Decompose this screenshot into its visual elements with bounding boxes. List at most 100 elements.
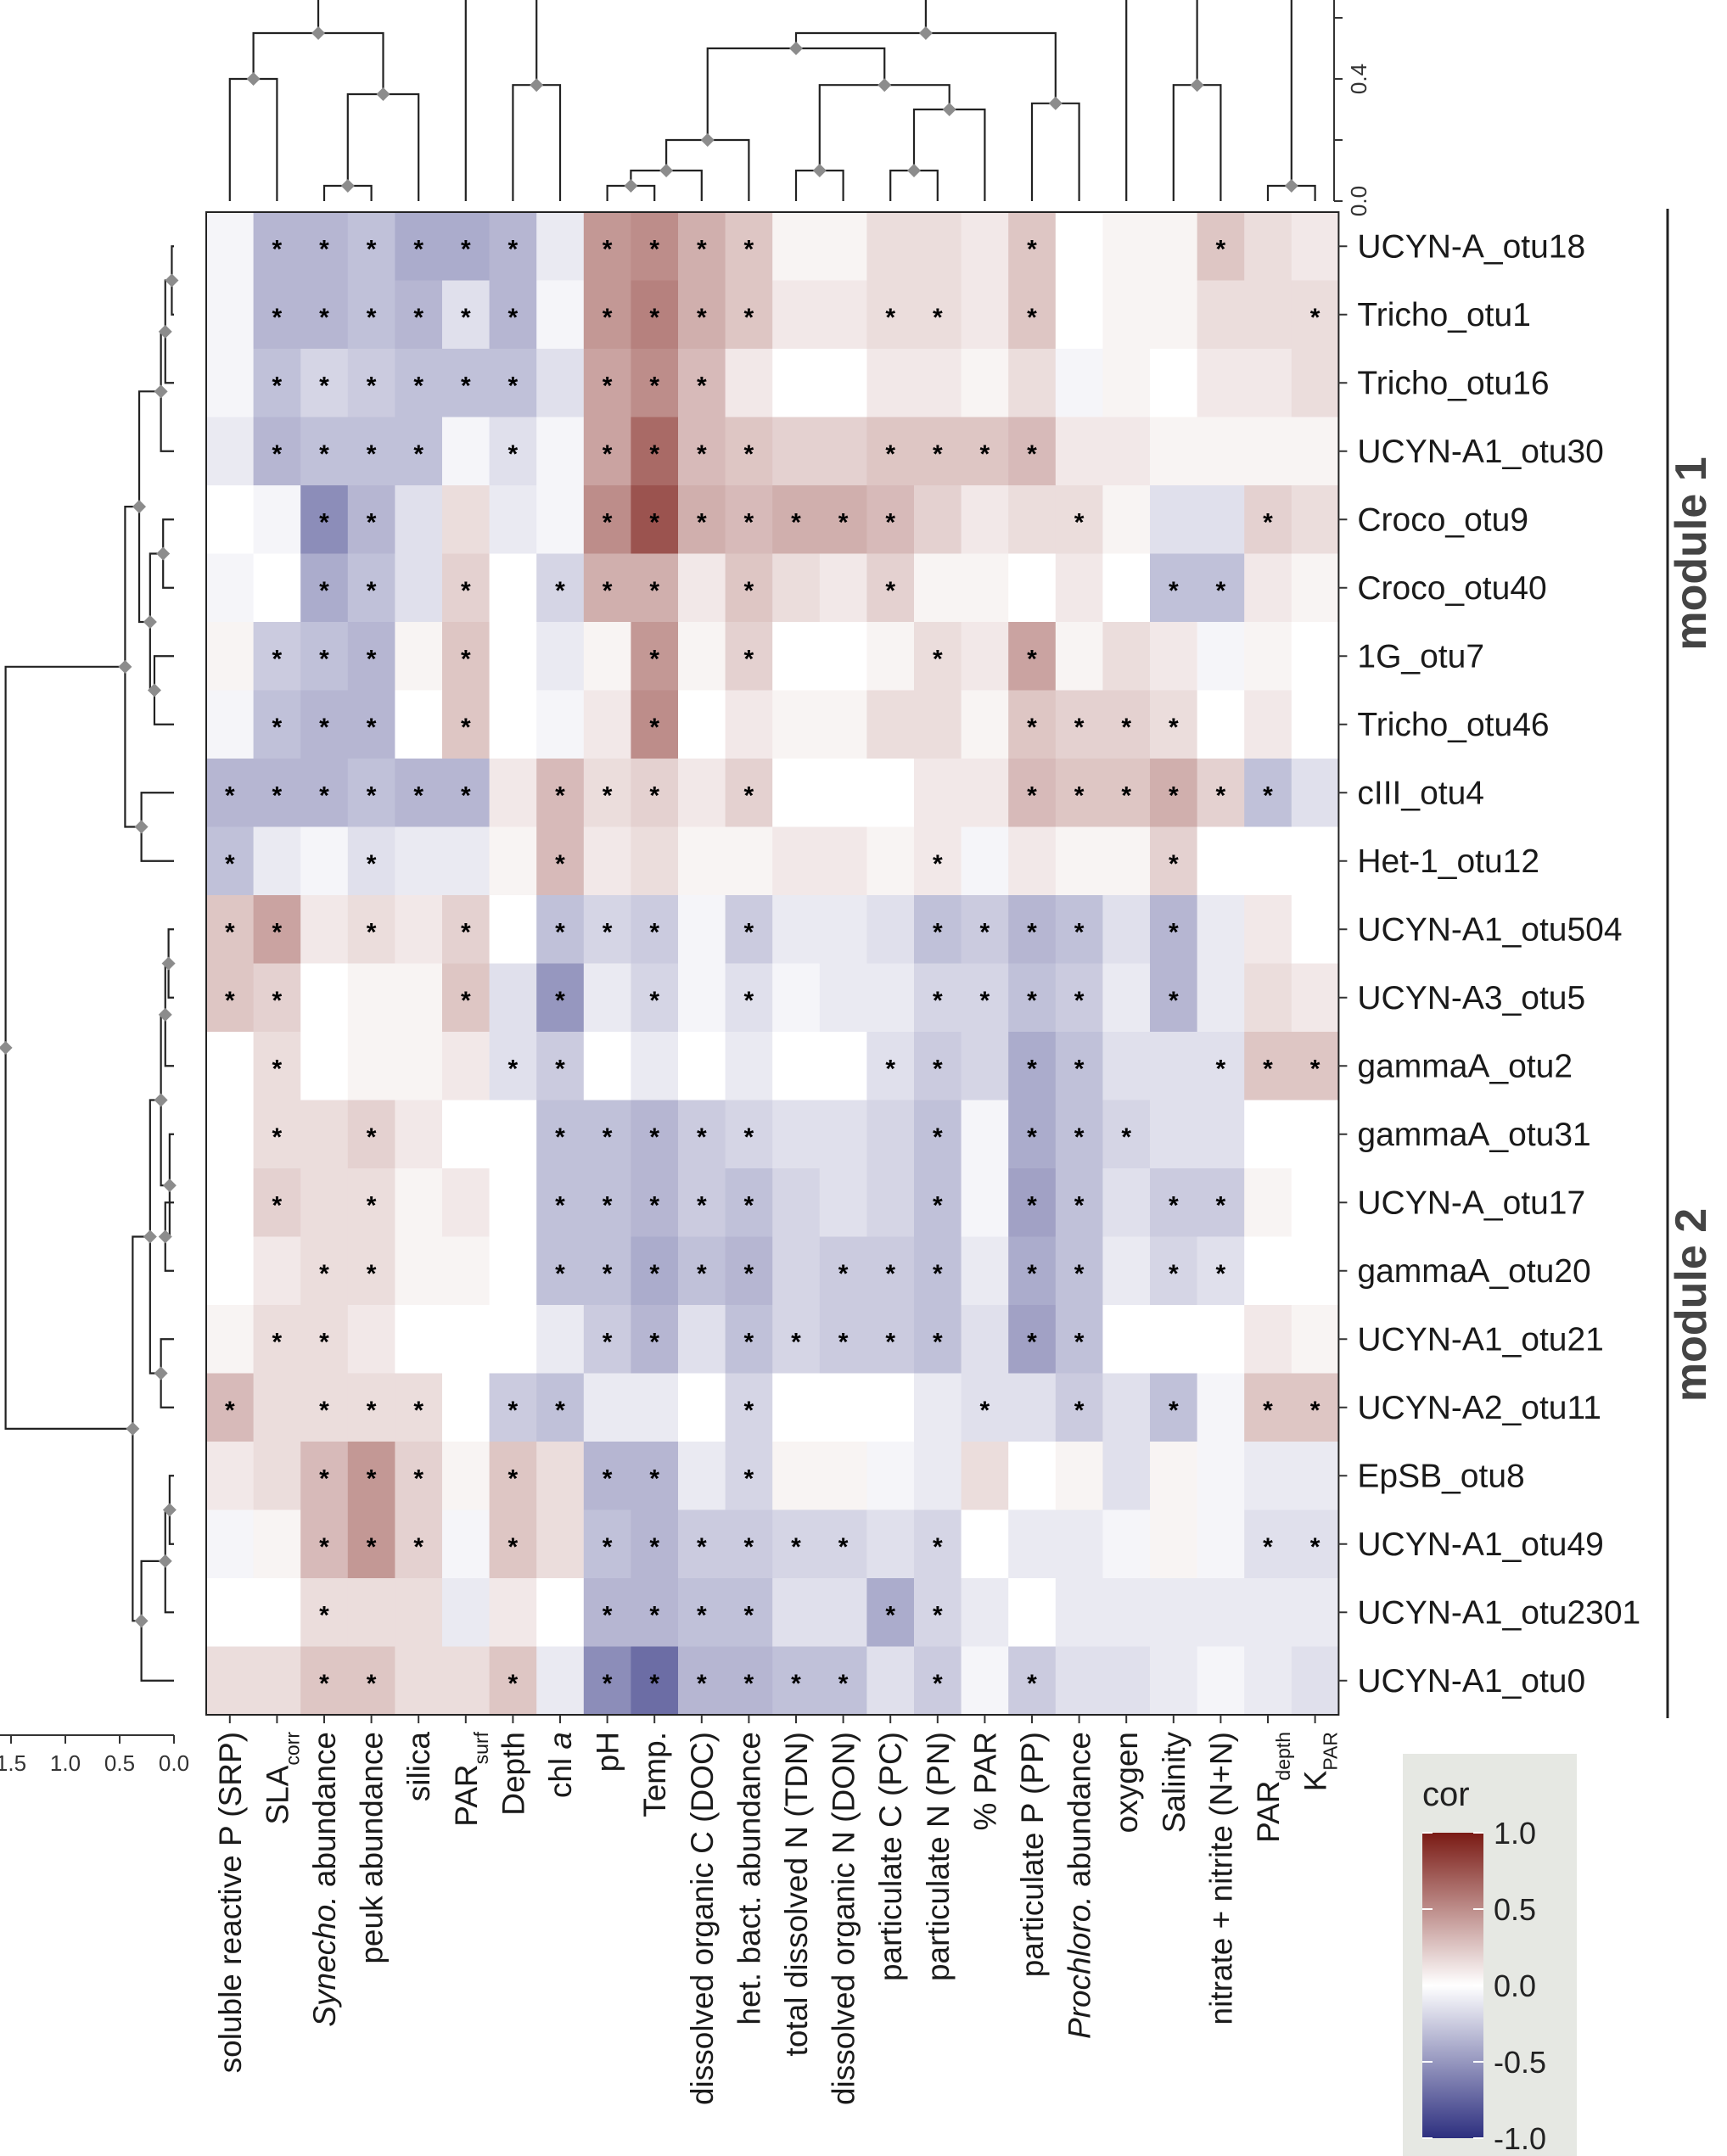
heatmap-cell	[347, 1032, 395, 1101]
significance-marker: *	[461, 781, 471, 809]
heatmap-cell	[961, 1305, 1009, 1375]
heatmap-frame	[205, 211, 1340, 1716]
significance-marker: *	[649, 1123, 659, 1151]
significance-marker: *	[744, 577, 754, 605]
significance-marker: *	[744, 1533, 754, 1561]
heatmap-cell	[961, 1646, 1009, 1716]
significance-marker: *	[367, 781, 377, 809]
heatmap-cell	[819, 1442, 867, 1511]
heatmap-cell	[1291, 1100, 1339, 1169]
significance-marker: *	[697, 1123, 707, 1151]
heatmap-cell	[1102, 1442, 1151, 1511]
heatmap-cell	[819, 212, 867, 282]
significance-marker: *	[367, 1464, 377, 1492]
heatmap-cell	[678, 485, 726, 555]
heatmap-cell	[772, 963, 821, 1033]
row-label: UCYN-A1_otu0	[1357, 1663, 1585, 1700]
heatmap-cell	[1197, 690, 1245, 759]
heatmap-cell	[819, 1032, 867, 1101]
legend-tick-label: -0.5	[1494, 2045, 1546, 2080]
significance-marker: *	[367, 235, 377, 263]
heatmap-cell	[819, 485, 867, 555]
significance-marker: *	[649, 440, 659, 468]
heatmap-cell	[914, 1578, 962, 1648]
column-node-marker	[1190, 78, 1204, 92]
heatmap-cell	[914, 1646, 962, 1716]
heatmap-cell	[347, 622, 395, 692]
heatmap-cell	[1102, 759, 1151, 828]
heatmap-cell	[1102, 1646, 1151, 1716]
heatmap-cell	[395, 759, 443, 828]
row-node-marker	[162, 1179, 177, 1193]
heatmap-cell	[1055, 485, 1103, 555]
heatmap-cell	[583, 1578, 631, 1648]
legend-tick-label: 0.0	[1494, 1968, 1536, 2003]
heatmap-cells	[206, 212, 1339, 1716]
heatmap-cell	[489, 1578, 537, 1648]
row-dendrogram	[0, 245, 179, 1682]
significance-marker: *	[649, 1533, 659, 1561]
significance-marker: *	[1027, 1191, 1037, 1219]
heatmap-cell	[583, 1168, 631, 1238]
significance-marker: *	[649, 577, 659, 605]
column-node-marker	[918, 26, 933, 40]
significance-marker: *	[933, 1601, 943, 1629]
heatmap-cell	[300, 759, 349, 828]
row-label: EpSB_otu8	[1357, 1458, 1524, 1494]
row-label: UCYN-A_otu18	[1357, 228, 1585, 265]
significance-marker: *	[744, 645, 754, 673]
heatmap-cell	[819, 622, 867, 692]
heatmap-cell	[1055, 963, 1103, 1033]
heatmap-cell	[1055, 690, 1103, 759]
row-node-marker	[154, 1366, 168, 1380]
significance-marker: *	[319, 1533, 329, 1561]
heatmap-cell	[489, 1646, 537, 1716]
heatmap-cell	[866, 1373, 915, 1442]
heatmap-cell	[631, 1578, 679, 1648]
heatmap-cell	[1055, 1100, 1103, 1169]
heatmap-cell	[300, 1442, 349, 1511]
heatmap-cell	[1291, 1236, 1339, 1306]
significance-marker: *	[885, 1328, 895, 1356]
heatmap-cell	[442, 417, 491, 486]
legend-ticks: 1.0 0.5 0.0 -0.5 -1.0	[1422, 1816, 1546, 2156]
heatmap-cell	[866, 1578, 915, 1648]
heatmap-cell	[1008, 485, 1057, 555]
heatmap-cell	[631, 1100, 679, 1169]
significance-marker: *	[885, 1055, 895, 1083]
heatmap-cell	[300, 1646, 349, 1716]
heatmap-cell	[1008, 553, 1057, 623]
significance-marker: *	[367, 714, 377, 742]
significance-marker: *	[1169, 987, 1179, 1015]
heatmap-cell	[866, 280, 915, 350]
heatmap-cell	[1055, 1032, 1103, 1101]
heatmap-cell	[772, 1305, 821, 1375]
heatmap-cell	[914, 895, 962, 965]
heatmap-cell	[395, 349, 443, 418]
heatmap-cell	[914, 1373, 962, 1442]
heatmap-cell	[914, 1509, 962, 1579]
heatmap-cell	[1244, 1442, 1292, 1511]
heatmap-cell	[678, 895, 726, 965]
significance-marker: *	[1169, 1260, 1179, 1288]
heatmap-cell	[347, 1509, 395, 1579]
heatmap-cell	[1244, 895, 1292, 965]
row-node-marker	[165, 273, 179, 288]
heatmap-cell	[1102, 553, 1151, 623]
significance-marker: *	[933, 1055, 943, 1083]
heatmap-cell	[1197, 1578, 1245, 1648]
heatmap-cell	[772, 1442, 821, 1511]
significance-marker: *	[508, 304, 519, 332]
row-node-marker	[147, 683, 161, 697]
significance-marker: *	[649, 1260, 659, 1288]
row-label: cIII_otu4	[1357, 775, 1484, 811]
heatmap-cell	[1244, 1578, 1292, 1648]
heatmap-cell	[1244, 485, 1292, 555]
heatmap-cell	[253, 622, 301, 692]
heatmap-cell	[725, 417, 773, 486]
heatmap-cell	[347, 485, 395, 555]
heatmap-cell	[725, 349, 773, 418]
heatmap-cell	[1008, 759, 1057, 828]
heatmap-cell	[1197, 826, 1245, 896]
heatmap-cell	[253, 895, 301, 965]
